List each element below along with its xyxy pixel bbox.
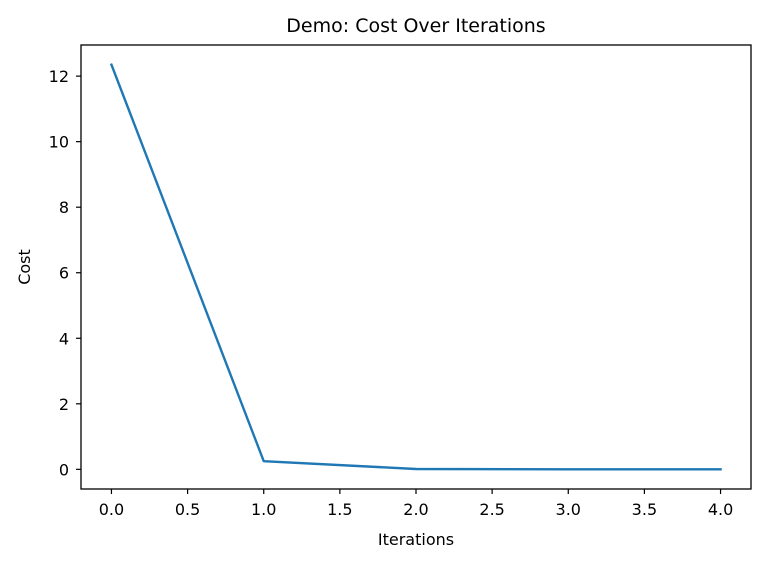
x-axis-ticks: 0.0 0.5 1.0 1.5 2.0 2.5 3.0 3.5 4.0 xyxy=(99,489,733,519)
x-tick-label: 0.0 xyxy=(99,500,124,519)
y-tick-label: 4 xyxy=(59,329,69,348)
y-tick-label: 10 xyxy=(49,133,69,152)
x-tick-label: 2.0 xyxy=(403,500,428,519)
x-tick-label: 0.5 xyxy=(175,500,200,519)
chart-title: Demo: Cost Over Iterations xyxy=(286,15,545,37)
series-layer xyxy=(109,63,722,471)
y-tick-label: 2 xyxy=(59,395,69,414)
y-tick-label: 12 xyxy=(49,67,69,86)
y-tick-label: 0 xyxy=(59,460,69,479)
y-tick-label: 8 xyxy=(59,198,69,217)
plot-area-frame xyxy=(80,44,752,490)
x-tick-label: 2.5 xyxy=(479,500,504,519)
y-axis-title: Cost xyxy=(15,249,34,285)
x-axis-title: Iterations xyxy=(378,530,454,549)
series-line-0 xyxy=(109,63,722,471)
x-tick-label: 3.5 xyxy=(632,500,657,519)
x-tick-label: 4.0 xyxy=(708,500,733,519)
x-tick-label: 1.0 xyxy=(251,500,276,519)
x-tick-label: 3.0 xyxy=(556,500,581,519)
x-tick-label: 1.5 xyxy=(327,500,352,519)
y-axis-ticks: 0 2 4 6 8 10 12 xyxy=(49,67,81,479)
y-tick-label: 6 xyxy=(59,264,69,283)
